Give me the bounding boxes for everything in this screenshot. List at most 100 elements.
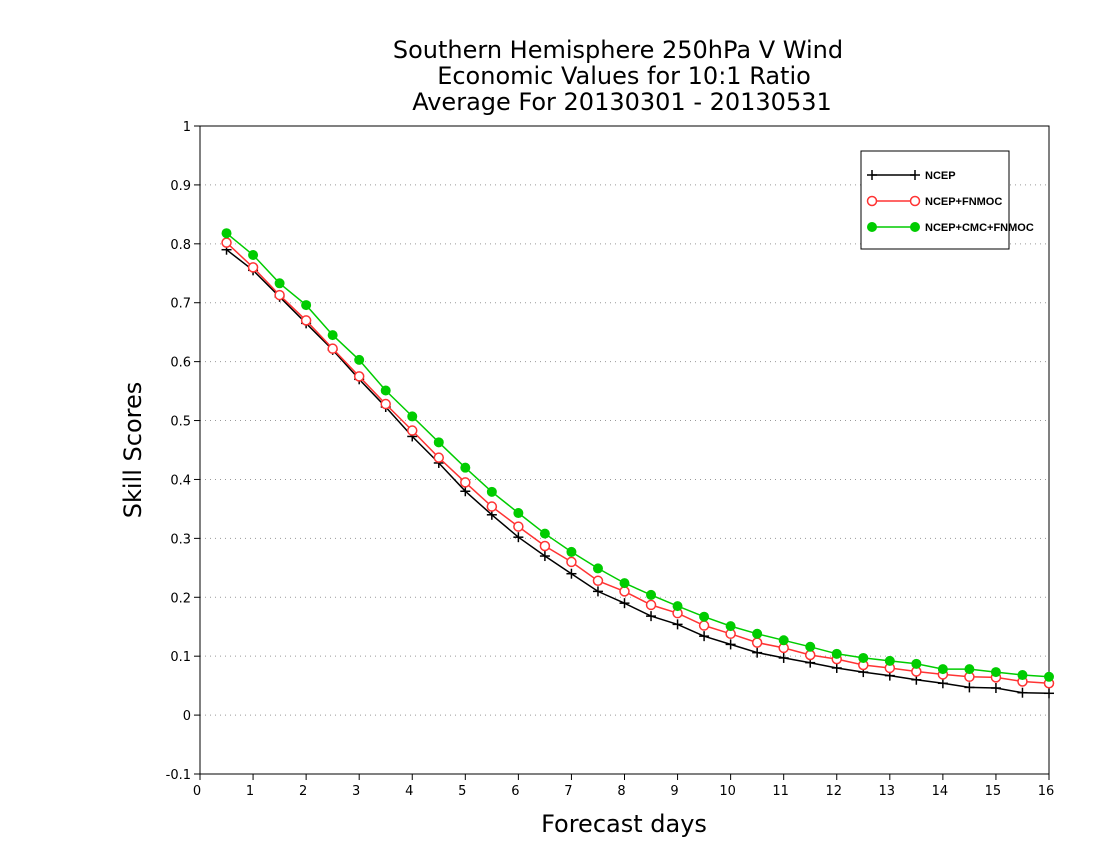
data-point-plus [752,647,763,658]
legend-label: NCEP+CMC+FNMOC [925,222,1034,234]
data-point-plus [699,631,710,642]
data-point-plus [831,662,842,673]
data-point-plus [778,652,789,663]
data-point-filled-circle [566,546,577,557]
data-point-filled-circle [433,437,444,448]
series-layer [221,228,1055,699]
y-tick-label: 0.7 [170,297,191,312]
series-line [225,242,1050,685]
data-point-filled-circle [274,278,285,289]
data-point-filled-circle [778,635,789,646]
data-point-filled-circle [911,658,922,669]
data-point-filled-circle [513,508,524,519]
x-axis-label: Forecast days [541,810,707,838]
data-point-open-circle [300,315,312,326]
data-point-filled-circle [725,621,736,632]
y-tick-label: 0.1 [170,650,191,665]
axis-ticks: -0.100.10.20.30.40.50.60.70.80.910 1 2 3 4 5 6… [166,120,1055,799]
legend-box [860,150,1010,250]
y-tick-label: 0.9 [170,179,191,194]
data-point-plus [990,682,1001,693]
data-point-filled-circle [248,250,259,261]
data-point-open-circle [804,649,816,661]
data-point-open-circle [566,556,577,568]
data-point-open-circle [380,398,391,410]
data-point-filled-circle [805,641,816,652]
data-point-open-circle [353,371,365,382]
x-tick-label: 9 [670,784,678,799]
title-line-1: Southern Hemisphere 250hPa V Wind [393,36,843,64]
data-point-filled-circle [964,664,975,675]
data-point-filled-circle [1017,670,1028,681]
series-2 [221,228,1054,682]
legend-item-1: NCEP+FNMOC [866,195,1002,208]
data-point-plus [619,598,630,609]
data-point-filled-circle [486,486,497,497]
data-point-plus [964,682,975,693]
x-tick-label: 0 [193,784,201,799]
series-line [226,249,1050,695]
data-point-filled-circle [867,222,877,232]
data-point-plus [566,568,577,579]
x-tick-label: 12 [825,784,842,799]
y-tick-label: -0.1 [166,768,191,783]
data-point-filled-circle [539,528,550,539]
data-point-plus [867,170,877,180]
data-point-open-circle [221,237,232,248]
x-tick-label: 14 [932,784,949,799]
data-point-filled-circle [380,385,391,396]
x-tick-label: 10 [719,784,736,799]
data-point-plus [1017,687,1028,698]
y-tick-label: 0 [183,709,191,724]
data-point-plus [725,639,736,650]
data-point-filled-circle [407,411,418,422]
data-point-open-circle [486,501,498,512]
data-point-filled-circle [301,300,312,311]
title-line-3: Average For 20130301 - 20130531 [412,88,832,116]
data-point-plus [460,486,471,497]
data-point-open-circle [513,521,524,532]
data-point-open-circle [645,599,657,611]
x-tick-label: 11 [772,784,789,799]
data-point-plus [513,532,524,543]
data-point-open-circle [247,262,259,273]
data-point-filled-circle [619,578,630,589]
data-point-filled-circle [592,563,603,574]
data-point-open-circle [866,195,878,207]
legend-item-0: NCEP [867,170,956,182]
data-point-filled-circle [460,462,471,473]
x-tick-label: 3 [352,784,360,799]
data-point-open-circle [592,575,604,587]
y-tick-label: 0.4 [170,473,191,488]
data-point-filled-circle [937,664,948,675]
y-tick-label: 0.8 [170,238,191,253]
data-point-plus [539,551,550,562]
data-point-filled-circle [354,354,365,365]
x-tick-label: 7 [564,784,572,799]
data-point-filled-circle [646,589,657,600]
y-tick-label: 1 [183,120,191,135]
data-point-filled-circle [990,667,1001,678]
x-tick-label: 15 [985,784,1002,799]
data-point-open-circle [539,540,551,552]
legend: NCEP NCEP+FNMOC NCEP+CMC+FNMOC [860,150,1034,250]
data-point-filled-circle [858,652,869,663]
data-point-filled-circle [327,330,338,341]
data-point-open-circle [698,620,710,631]
x-tick-label: 13 [879,784,896,799]
data-point-filled-circle [910,222,920,232]
x-tick-label: 4 [405,784,413,799]
legend-label: NCEP+FNMOC [925,196,1002,208]
x-tick-label: 16 [1038,784,1055,799]
x-tick-label: 2 [299,784,307,799]
data-point-open-circle [274,289,285,301]
data-point-open-circle [460,477,471,488]
data-point-filled-circle [672,601,683,612]
x-tick-label: 5 [458,784,466,799]
y-tick-label: 0.5 [170,415,191,430]
legend-item-2: NCEP+CMC+FNMOC [867,222,1034,234]
y-tick-label: 0.2 [170,591,191,606]
data-point-plus [646,611,657,622]
chart-title: Southern Hemisphere 250hPa V Wind Econom… [393,36,843,116]
